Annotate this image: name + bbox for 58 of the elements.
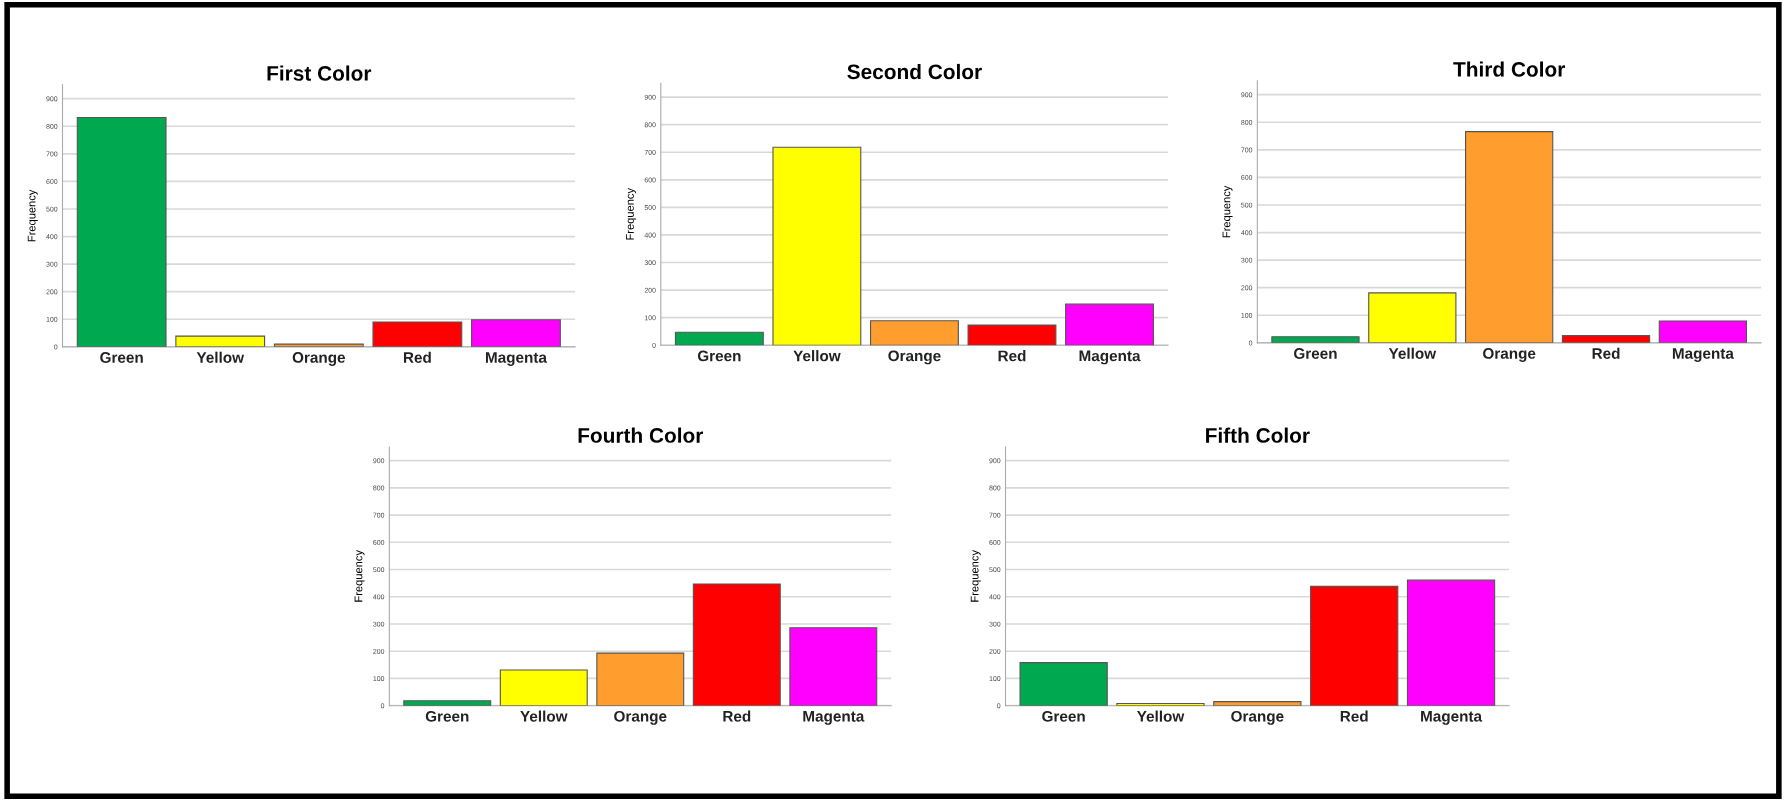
chart-title: Third Color: [1453, 61, 1565, 77]
x-tick-label: Green: [697, 350, 741, 362]
y-axis-title: Frequency: [970, 550, 981, 602]
x-tick-label: Orange: [888, 350, 941, 365]
bar: [1310, 585, 1399, 706]
x-tick-label: Red: [998, 350, 1026, 362]
bar: [692, 583, 781, 706]
bar: [1561, 335, 1651, 343]
bar: [76, 116, 167, 347]
x-tick-label: Red: [723, 710, 751, 722]
chart-title: Fourth Color: [578, 427, 704, 443]
bar: [674, 331, 764, 346]
x-tick-label: Magenta: [485, 352, 548, 366]
bar: [1019, 662, 1108, 706]
x-tick-label: Green: [425, 710, 469, 722]
bar: [175, 335, 266, 347]
x-tick-label: Green: [1294, 348, 1337, 359]
chart-title: Second Color: [847, 63, 982, 80]
y-axis-title: Frequency: [626, 188, 637, 240]
bar: [1368, 292, 1457, 343]
x-tick-label: Red: [1592, 347, 1620, 359]
bar: [1406, 579, 1496, 706]
x-tick-label: Red: [1340, 710, 1368, 722]
y-axis-title: Frequency: [1222, 185, 1233, 238]
y-axis-title: Frequency: [27, 189, 38, 242]
bar: [869, 320, 959, 346]
x-tick-label: Magenta: [1672, 348, 1734, 362]
x-tick-label: Yellow: [793, 350, 841, 362]
x-tick-label: Magenta: [1421, 711, 1483, 725]
x-tick-label: Orange: [614, 710, 667, 725]
bar: [1658, 320, 1748, 343]
bar: [403, 700, 492, 706]
x-tick-label: Orange: [1483, 348, 1536, 362]
bar: [273, 343, 364, 347]
chart-title: Fifth Color: [1206, 427, 1310, 443]
x-tick-label: Orange: [1231, 710, 1284, 725]
x-tick-label: Orange: [292, 352, 346, 366]
bar: [1465, 131, 1554, 343]
x-tick-label: Green: [1042, 710, 1085, 722]
chart-title: First Color: [267, 65, 372, 81]
bar: [596, 652, 685, 706]
bar: [789, 627, 878, 706]
x-tick-label: Yellow: [520, 710, 568, 722]
bar: [471, 319, 561, 347]
bar: [499, 669, 588, 706]
x-tick-label: Green: [100, 352, 143, 363]
bar: [1271, 336, 1360, 343]
bar: [1065, 303, 1154, 346]
x-tick-label: Red: [403, 351, 431, 363]
y-axis-title: Frequency: [354, 550, 365, 602]
bar: [967, 324, 1057, 346]
x-tick-label: Magenta: [803, 711, 865, 725]
x-tick-label: Yellow: [196, 351, 245, 363]
x-tick-label: Yellow: [1136, 710, 1185, 722]
x-tick-label: Yellow: [1388, 347, 1437, 359]
bar: [372, 321, 463, 347]
bar: [772, 146, 862, 346]
x-tick-label: Magenta: [1079, 350, 1141, 365]
